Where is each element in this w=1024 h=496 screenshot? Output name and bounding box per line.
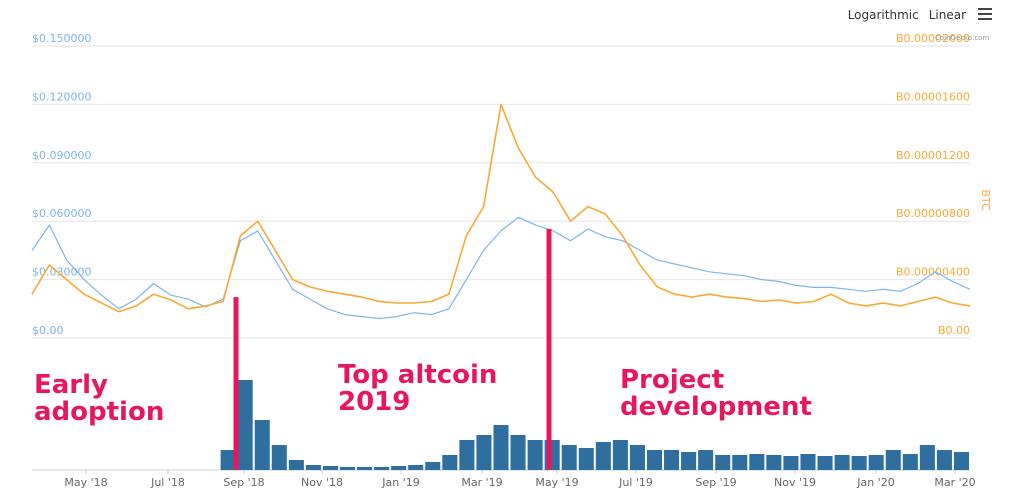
volume-bar: [629, 445, 645, 470]
x-tick-label: Mar '20: [934, 476, 975, 489]
x-tick-label: Nov '18: [301, 476, 343, 489]
linear-button[interactable]: Linear: [928, 8, 966, 22]
x-tick-label: Jan '19: [381, 476, 419, 489]
volume-bar: [595, 442, 611, 470]
volume-bar: [561, 445, 577, 470]
volume-bar: [800, 454, 816, 470]
volume-bar: [220, 450, 236, 470]
volume-bar: [953, 452, 969, 470]
volume-bar: [885, 450, 901, 470]
y-right-tick-label: B0.00001200: [896, 149, 970, 162]
y-right-tick-label: B0.00002000: [896, 32, 970, 45]
volume-bar: [237, 380, 253, 470]
x-tick-label: Nov '19: [774, 476, 816, 489]
volume-bar: [646, 450, 663, 470]
volume-bar: [476, 435, 492, 470]
y-right-tick-label: B0.00001600: [896, 90, 970, 103]
volume-bar: [851, 456, 867, 470]
y-left-tick-label: $0.120000: [32, 90, 92, 103]
series-usd-line: [31, 216, 971, 320]
volume-bar: [749, 454, 765, 470]
y-left-tick-label: $0.090000: [32, 149, 92, 162]
volume-bar: [391, 466, 407, 470]
annotation-line-2: 2019: [338, 387, 411, 417]
volume-bar: [817, 456, 833, 470]
y-right-axis-label: BTC: [979, 189, 992, 211]
y-left-tick-label: $0.00: [32, 324, 64, 337]
volume-bar: [783, 456, 799, 470]
x-tick-label: Sep '18: [223, 476, 264, 489]
annotation-project-development: Project development: [620, 367, 812, 421]
volume-bar: [357, 467, 373, 470]
annotation-early-adoption: Early adoption: [34, 372, 164, 426]
volume-bar: [919, 445, 935, 470]
x-tick-label: Mar '19: [461, 476, 502, 489]
volume-bar: [254, 420, 270, 470]
logarithmic-button[interactable]: Logarithmic: [847, 8, 919, 22]
y-left-tick-label: $0.150000: [32, 32, 92, 45]
volume-bar: [578, 448, 594, 470]
annotation-top-altcoin: Top altcoin 2019: [338, 362, 497, 416]
volume-bar: [271, 445, 287, 470]
volume-bar: [612, 440, 628, 470]
volume-bar: [527, 440, 543, 470]
volume-bar: [715, 455, 731, 470]
volume-bar: [834, 455, 850, 470]
volume-bar: [374, 467, 390, 470]
volume-bar: [664, 450, 680, 470]
scale-toolbar: Logarithmic Linear: [848, 8, 990, 22]
volume-bar: [732, 455, 748, 470]
annotation-line-1: Top altcoin: [338, 360, 498, 390]
volume-bar: [493, 425, 509, 470]
y-right-tick-label: B0.00: [938, 324, 970, 337]
annotation-line-1: Project: [620, 365, 725, 395]
y-right-tick-label: B0.00000800: [896, 207, 970, 220]
annotation-line-1: Early: [34, 370, 108, 400]
x-tick-label: Jul '19: [618, 476, 653, 489]
volume-bar: [408, 465, 424, 470]
volume-bar: [902, 454, 918, 470]
menu-icon[interactable]: [978, 8, 992, 20]
volume-bar: [936, 450, 952, 470]
x-tick-label: Jan '20: [856, 476, 894, 489]
y-left-tick-label: $0.030000: [32, 266, 92, 279]
x-tick-label: May '18: [64, 476, 107, 489]
volume-bar: [322, 466, 338, 470]
credit-text: CoinGecko.com: [935, 34, 990, 42]
y-right-tick-label: B0.00000400: [896, 266, 970, 279]
volume-bar: [698, 450, 714, 470]
volume-bar: [510, 435, 526, 470]
volume-bar: [442, 455, 458, 470]
volume-bar: [868, 455, 884, 470]
volume-bar: [766, 455, 782, 470]
volume-bar: [288, 460, 304, 470]
annotation-line-2: development: [620, 392, 812, 422]
x-tick-label: Jul '18: [150, 476, 185, 489]
x-tick-label: May '19: [535, 476, 578, 489]
volume-bar: [459, 440, 475, 470]
volume-bar: [681, 452, 697, 470]
y-left-tick-label: $0.060000: [32, 207, 92, 220]
volume-bar: [305, 465, 321, 470]
volume-bar: [425, 462, 441, 470]
volume-bar: [339, 467, 356, 470]
series-btc-line: [31, 103, 971, 313]
x-tick-label: Sep '19: [695, 476, 736, 489]
annotation-line-2: adoption: [34, 397, 165, 427]
